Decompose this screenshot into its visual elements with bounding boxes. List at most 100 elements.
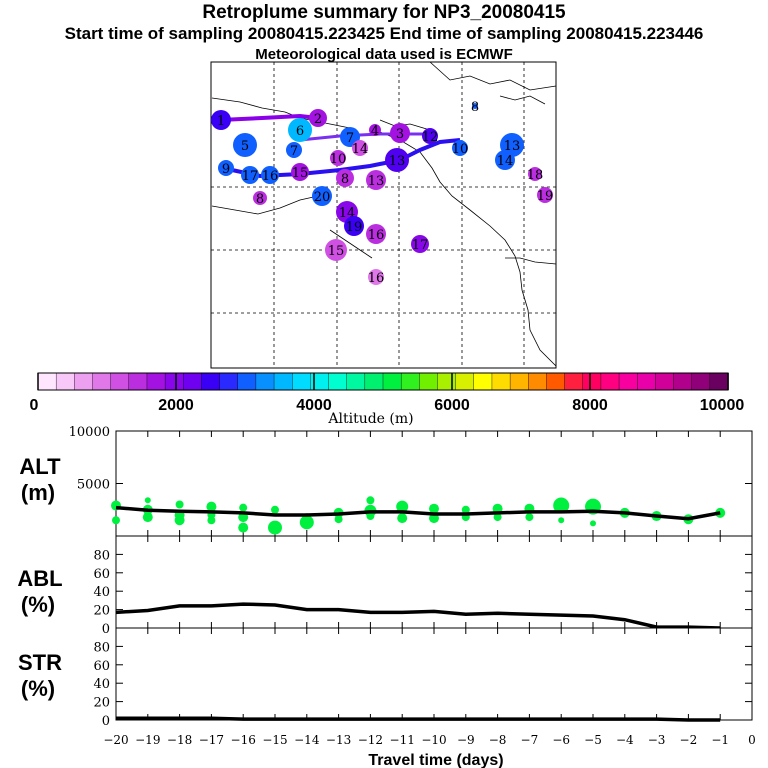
panel-frame bbox=[115, 627, 753, 721]
plume-dot bbox=[452, 140, 468, 156]
coastline bbox=[499, 95, 546, 105]
plume-dot bbox=[411, 235, 429, 253]
panel-ylabel: (%) bbox=[21, 676, 55, 701]
colorbar-swatch bbox=[637, 372, 657, 391]
plume-dot bbox=[253, 191, 267, 205]
colorbar-swatch bbox=[183, 372, 203, 391]
colorbar-swatch bbox=[691, 372, 711, 391]
colorbar-tick-label: 0 bbox=[30, 397, 39, 414]
colorbar-swatch bbox=[400, 372, 421, 391]
colorbar-swatch bbox=[455, 372, 475, 391]
x-tick-label: 0 bbox=[748, 733, 756, 747]
colorbar-swatch bbox=[219, 372, 239, 391]
alt-scatter-point bbox=[175, 500, 184, 509]
plume-dot bbox=[288, 118, 312, 142]
y-tick-label: 40 bbox=[93, 585, 110, 600]
plume-dot-label: 15 bbox=[292, 166, 309, 181]
plume-dot bbox=[336, 169, 354, 187]
panel-abl: 0 20 40 60 80 ABL(%) bbox=[17, 535, 753, 637]
x-tick-label: −3 bbox=[648, 733, 666, 747]
plume-dot-label: 5 bbox=[241, 139, 249, 154]
plume-dot-label: 19 bbox=[537, 189, 554, 204]
plume-dot bbox=[368, 269, 384, 285]
plume-dot bbox=[261, 166, 279, 184]
colorbar-swatch bbox=[292, 372, 312, 391]
alt-scatter-point bbox=[299, 515, 314, 530]
colorbar-swatch bbox=[582, 372, 602, 391]
panel-ylabel: (m) bbox=[21, 480, 55, 505]
alt-scatter-point bbox=[715, 507, 726, 518]
coastline bbox=[379, 131, 557, 367]
plume-dot bbox=[537, 187, 553, 203]
x-tick-label: −9 bbox=[457, 733, 475, 747]
x-tick-label: −11 bbox=[390, 733, 415, 747]
colorbar-swatch bbox=[382, 372, 402, 391]
x-tick-label: −19 bbox=[135, 733, 160, 747]
x-tick-label: −17 bbox=[199, 733, 224, 747]
colorbar-tick-label: 6000 bbox=[434, 397, 470, 414]
x-tick-label: −12 bbox=[358, 733, 383, 747]
colorbar-swatch bbox=[310, 372, 330, 391]
plume-dot-label: 10 bbox=[452, 142, 469, 157]
plume-dot-label: 7 bbox=[346, 131, 354, 146]
coastline bbox=[211, 97, 351, 129]
panel-ylabel: STR bbox=[18, 650, 62, 675]
colorbar-swatch bbox=[255, 372, 275, 391]
colorbar-swatch bbox=[37, 372, 57, 391]
alt-scatter-point bbox=[493, 513, 502, 522]
plume-dot-label: 15 bbox=[328, 244, 345, 259]
colorbar-swatch bbox=[128, 372, 148, 391]
altitude-colorbar: 0 2000 4000 6000 8000 10000 Altitude (m) bbox=[30, 372, 744, 427]
plume-dot bbox=[369, 124, 381, 136]
sampling-times: Start time of sampling 20080415.223425 E… bbox=[64, 24, 704, 43]
colorbar-swatch bbox=[164, 372, 184, 391]
colorbar-tick-label: 4000 bbox=[296, 397, 332, 414]
y-tick-label: 0 bbox=[102, 622, 110, 637]
plume-dot-label: 3 bbox=[396, 127, 404, 142]
y-tick-label: 40 bbox=[93, 677, 110, 692]
plume-dot-label: 17 bbox=[242, 169, 259, 184]
plume-dot-label: 4 bbox=[371, 124, 379, 139]
x-tick-label: −8 bbox=[489, 733, 507, 747]
plume-dot-label: 10 bbox=[330, 152, 347, 167]
alt-scatter-point bbox=[142, 512, 153, 523]
coastline bbox=[429, 61, 557, 91]
plume-dot bbox=[291, 163, 309, 181]
plume-dot-label: 19 bbox=[346, 220, 363, 235]
panel-str: 0 20 40 60 80 STR(%) bbox=[18, 627, 753, 729]
plume-dot-label: 12 bbox=[422, 130, 439, 145]
alt-scatter-point bbox=[397, 513, 408, 524]
coastline bbox=[329, 229, 373, 259]
plume-dot-label: 1 bbox=[217, 114, 225, 129]
colorbar-swatch bbox=[201, 372, 221, 391]
y-tick-label: 5000 bbox=[77, 478, 110, 493]
panel-ylabel: ABL bbox=[17, 566, 62, 591]
x-tick-label: −4 bbox=[616, 733, 634, 747]
y-tick-label: 80 bbox=[93, 640, 110, 655]
plume-dot bbox=[309, 109, 327, 127]
colorbar-swatch bbox=[364, 372, 384, 391]
panel-frame bbox=[115, 535, 753, 629]
colorbar-swatch bbox=[110, 372, 130, 391]
x-tick-label: −15 bbox=[262, 733, 287, 747]
y-tick-label: 10000 bbox=[69, 425, 110, 440]
colorbar-swatch bbox=[328, 372, 348, 391]
x-tick-label: −6 bbox=[552, 733, 570, 747]
panel-alt: 5000 10000 ALT(m) bbox=[19, 425, 753, 537]
alt-scatter-point bbox=[206, 501, 217, 512]
plume-dot-label: 9 bbox=[222, 162, 230, 177]
plume-dot-label: 8 bbox=[471, 100, 479, 115]
plume-dot bbox=[495, 150, 515, 170]
plume-dot bbox=[528, 167, 542, 181]
plume-dot bbox=[325, 239, 347, 261]
alt-scatter-point bbox=[144, 497, 151, 504]
colorbar-tick-label: 2000 bbox=[158, 397, 194, 414]
plume-dot bbox=[472, 103, 478, 109]
alt-scatter-point bbox=[553, 497, 570, 514]
plume-dot-label: 20 bbox=[314, 190, 331, 205]
plume-dot-label: 2 bbox=[314, 112, 322, 127]
colorbar-swatch bbox=[655, 372, 675, 391]
plume-dot bbox=[211, 110, 231, 130]
x-tick-label: −14 bbox=[294, 733, 320, 747]
